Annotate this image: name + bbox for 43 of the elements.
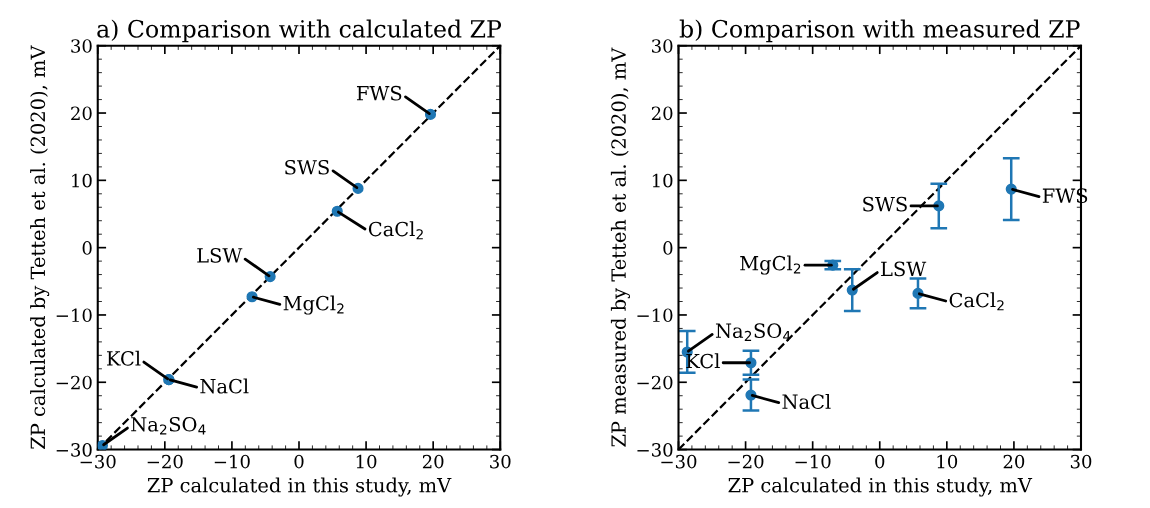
x-tick-label: 0 — [875, 454, 885, 469]
x-tick-label: 0 — [294, 454, 304, 469]
annotation: SWS — [863, 196, 907, 212]
x-tick-label: −20 — [728, 454, 764, 469]
annotation: FWS — [356, 85, 402, 101]
y-tick-label: 20 — [71, 106, 92, 121]
annotation: NaCl — [200, 378, 249, 394]
x-tick-label: −10 — [795, 454, 831, 469]
x-tick-label: −20 — [147, 454, 183, 469]
y-tick-label: 0 — [82, 241, 92, 255]
x-axis-title: ZP calculated in this study, mV — [728, 477, 1033, 497]
annotation: LSW — [197, 248, 243, 263]
y-tick-label: 30 — [652, 39, 673, 53]
y-tick-label: 0 — [663, 241, 673, 255]
annotation: CaCl$_{2}$ — [368, 221, 423, 240]
annotation: Na$_{2}$SO$_{4}$ — [131, 416, 206, 435]
chart-title: b) Comparison with measured ZP — [679, 19, 1080, 43]
y-tick-label: −10 — [56, 308, 92, 323]
x-tick-label: −10 — [214, 454, 250, 469]
x-tick-label: 30 — [490, 454, 511, 469]
x-tick-label: 30 — [1070, 454, 1092, 469]
y-axis-title: ZP measured by Tetteh et al. (2020), mV — [610, 47, 630, 447]
y-tick-label: −10 — [637, 308, 673, 323]
annotation: MgCl$_{2}$ — [740, 255, 801, 275]
annotation: SWS — [285, 159, 329, 175]
y-tick-label: 30 — [71, 39, 92, 53]
x-tick-label: 10 — [937, 454, 958, 469]
annotation: LSW — [881, 261, 927, 277]
annotation: CaCl$_{2}$ — [949, 292, 1004, 311]
annotation: KCl — [107, 350, 141, 366]
x-tick-label: 20 — [422, 454, 444, 469]
annotation: MgCl$_{2}$ — [283, 295, 344, 315]
x-axis-title: ZP calculated in this study, mV — [147, 477, 452, 497]
annotation: NaCl — [782, 393, 831, 410]
chart-title: a) Comparison with calculated ZP — [97, 19, 502, 43]
y-tick-label: 20 — [651, 106, 673, 121]
x-tick-label: 20 — [1003, 454, 1025, 469]
y-axis-title: ZP calculated by Tetteh et al. (2020), mV — [30, 45, 50, 449]
y-tick-label: −20 — [637, 375, 673, 390]
y-tick-label: −20 — [56, 375, 92, 390]
y-tick-label: 10 — [652, 173, 673, 188]
x-tick-label: 10 — [356, 454, 377, 469]
y-tick-label: 10 — [72, 173, 92, 188]
